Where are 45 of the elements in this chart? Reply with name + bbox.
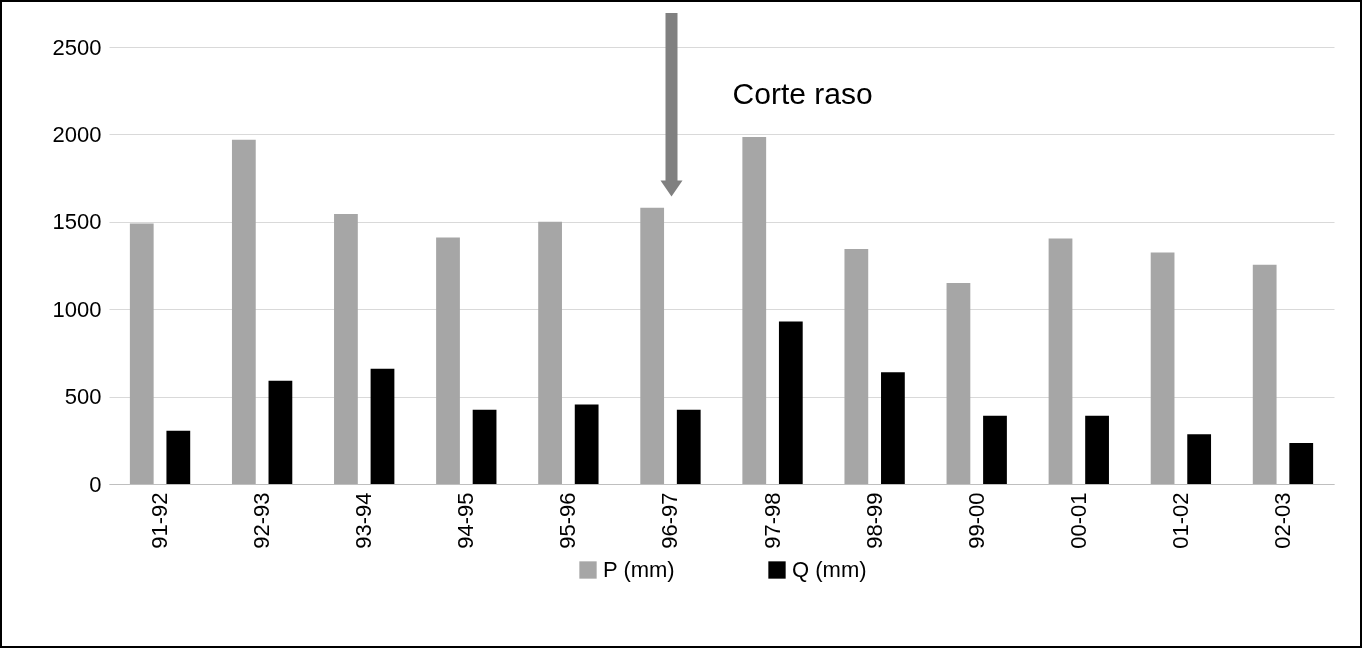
x-tick-label: 92-93: [249, 492, 275, 549]
x-tick-label: 93-94: [351, 492, 377, 549]
bar: [1085, 415, 1109, 484]
bar: [370, 368, 395, 484]
bar: [574, 404, 599, 484]
bar: [268, 380, 293, 484]
x-tick-label: 97-98: [759, 492, 785, 549]
y-tick-label: 2000: [52, 121, 102, 147]
bar: [844, 248, 869, 484]
x-tick-label: 01-02: [1167, 492, 1193, 549]
x-tick-label: 99-00: [963, 492, 989, 549]
x-tick-label: 94-95: [453, 492, 479, 549]
bar: [1048, 238, 1073, 484]
bar: [1289, 442, 1314, 484]
bar: [778, 321, 803, 484]
bar: [1187, 434, 1212, 484]
bar: [231, 139, 256, 484]
bar: [472, 409, 497, 484]
bar: [742, 137, 767, 484]
bar: [129, 223, 154, 484]
bar: [334, 213, 358, 484]
bar: [1252, 264, 1277, 484]
y-tick-label: 1000: [52, 296, 102, 322]
bar: [983, 415, 1007, 484]
x-tick-label: 02-03: [1269, 492, 1295, 549]
x-tick-label: 91-92: [147, 492, 173, 549]
legend-label: P (mm): [603, 557, 675, 582]
bar: [640, 207, 665, 484]
y-tick-label: 500: [64, 384, 102, 410]
bar: [676, 409, 701, 484]
x-tick-label: 95-96: [555, 492, 581, 549]
x-tick-label: 98-99: [861, 492, 887, 549]
bar: [881, 372, 905, 484]
bar: [1150, 252, 1175, 484]
x-tick-label: 00-01: [1065, 492, 1091, 549]
x-tick-label: 96-97: [657, 492, 683, 549]
annotation: Corte raso: [732, 77, 873, 111]
legend-label: Q (mm): [792, 557, 867, 582]
y-tick-label: 2500: [52, 34, 102, 60]
bar: [538, 221, 562, 484]
y-tick-label: 1500: [52, 209, 102, 235]
bar: [166, 430, 191, 484]
bar: [946, 282, 971, 484]
y-tick-label: 0: [89, 471, 102, 497]
bar: [436, 237, 460, 484]
